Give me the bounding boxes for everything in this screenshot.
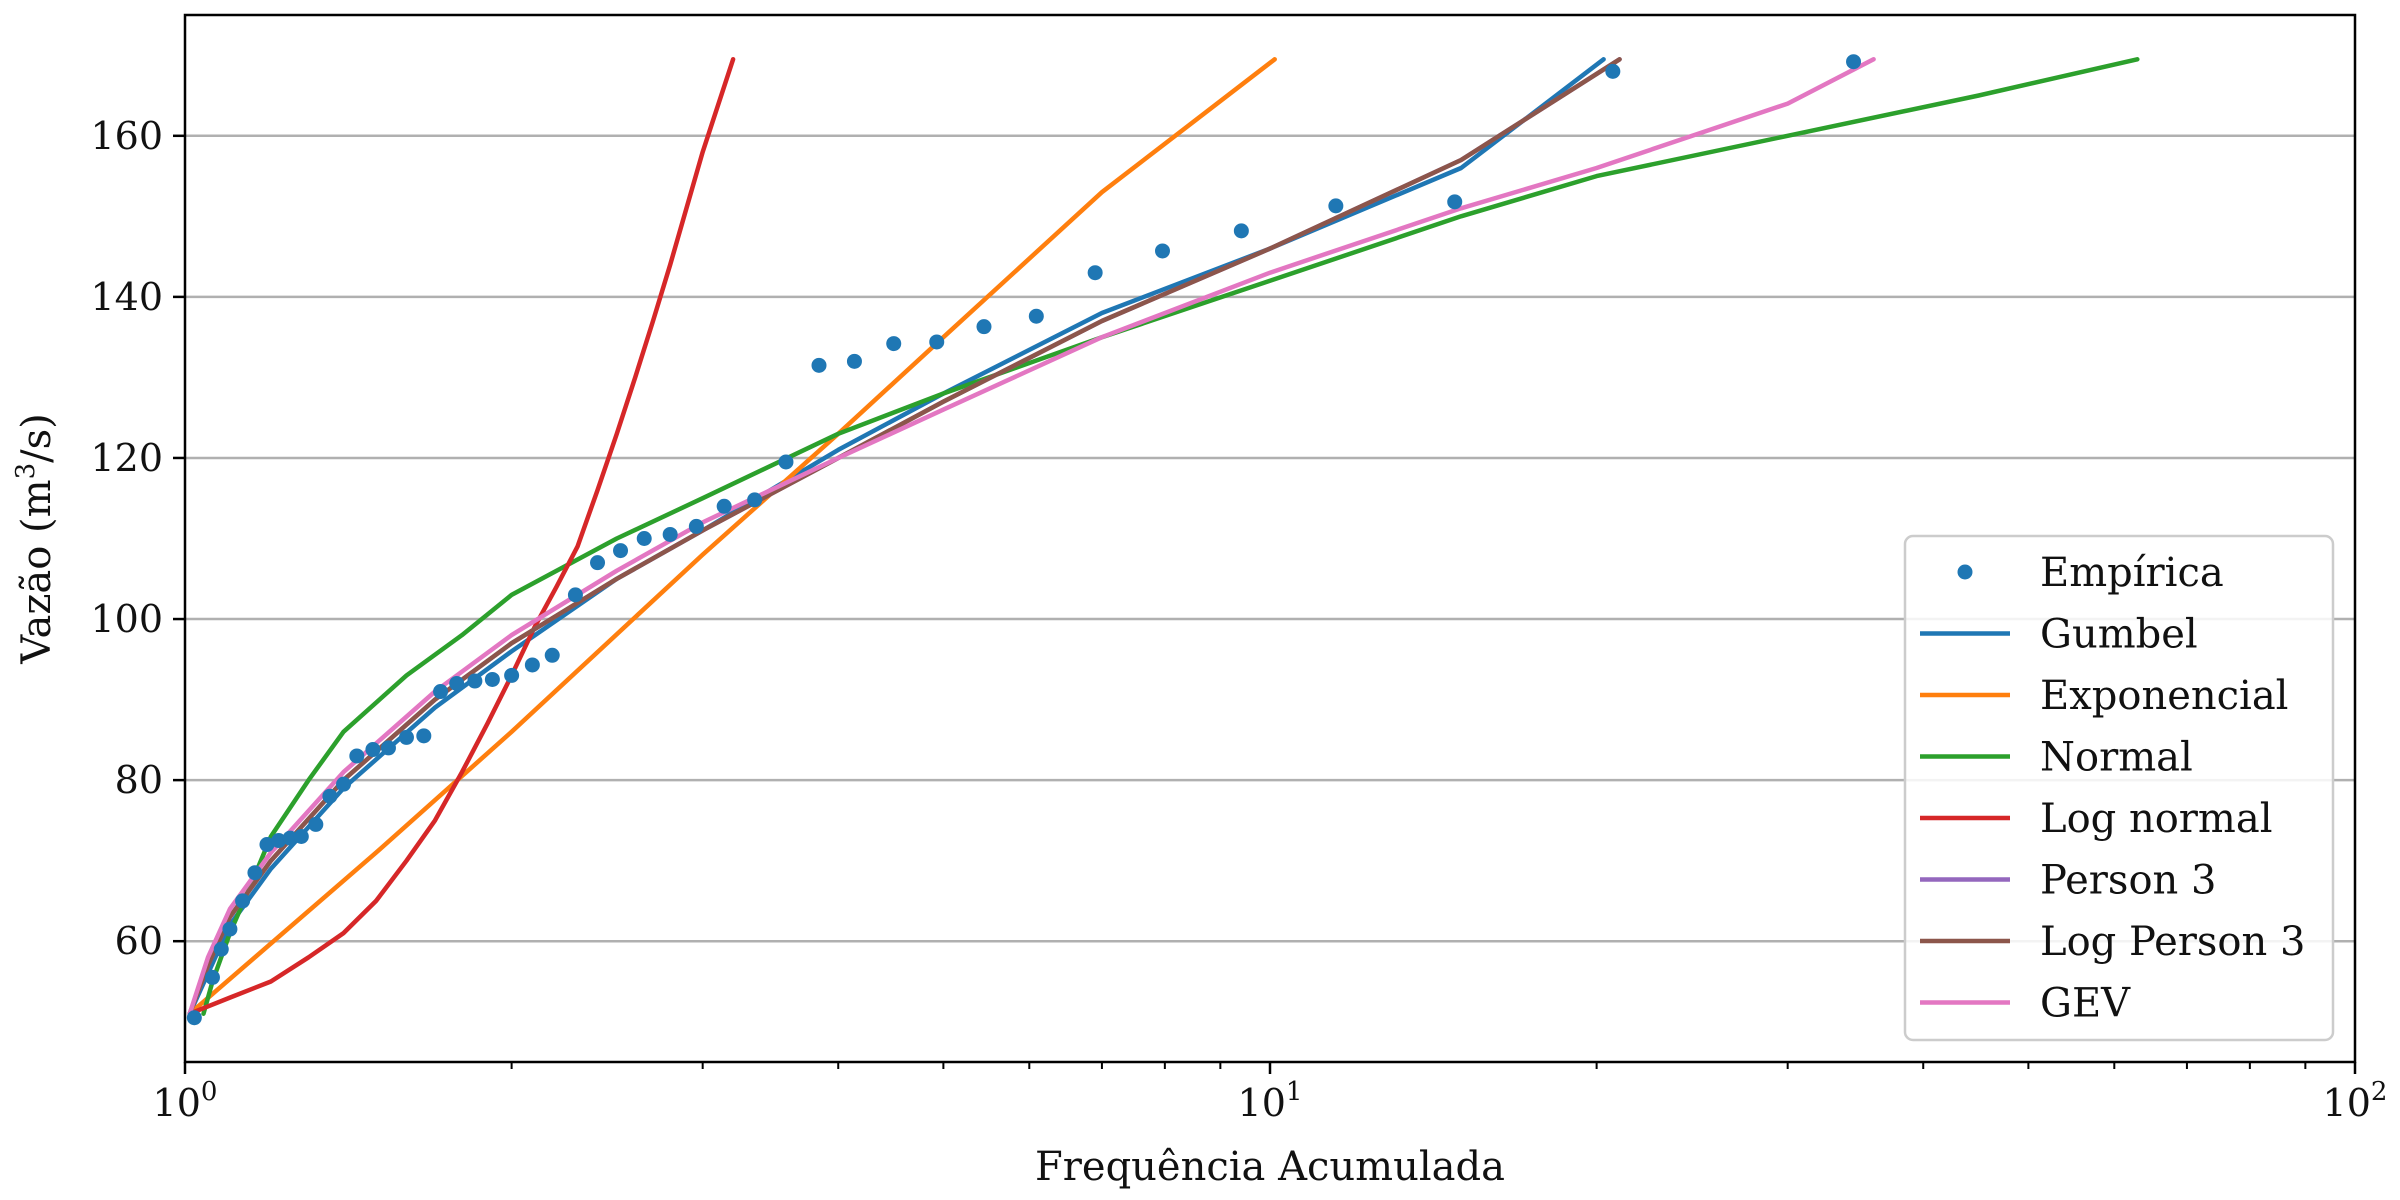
x-tick-base: 10 — [2323, 1081, 2371, 1125]
x-axis-label: Frequência Acumulada — [1035, 1144, 1505, 1190]
series-line-log-person-3 — [187, 57, 1622, 1016]
empirica-point — [567, 587, 583, 603]
legend-label: Gumbel — [2040, 612, 2198, 658]
empirica-point — [213, 941, 229, 957]
empirica-point — [433, 684, 449, 700]
empirica-point — [1028, 308, 1044, 324]
plot-area — [187, 57, 2140, 1016]
series-line-person-3 — [187, 57, 1622, 1016]
y-axis-ticks: 60 80 100 120 140 160 — [90, 114, 185, 963]
series-line-gev — [187, 57, 1876, 1016]
legend-label: Empírica — [2040, 550, 2224, 596]
empirica-point — [524, 657, 540, 673]
x-tick-label: 100 — [153, 1077, 218, 1125]
x-tick-exponent: 1 — [1286, 1077, 1303, 1107]
empirica-point — [467, 673, 483, 689]
empirica-point — [398, 729, 414, 745]
x-tick-base: 10 — [153, 1081, 201, 1125]
empirica-point — [235, 893, 251, 909]
y-tick-label: 120 — [90, 436, 163, 480]
x-tick-exponent: 0 — [201, 1077, 218, 1107]
empirica-point — [976, 319, 992, 335]
empirica-point — [204, 969, 220, 985]
legend: Empírica Gumbel Exponencial Normal Log norma… — [1903, 534, 2335, 1042]
empirica-point — [484, 671, 500, 687]
empirica-point — [1447, 194, 1463, 210]
empirica-point — [336, 776, 352, 792]
x-tick-base: 10 — [1238, 1081, 1286, 1125]
empirica-point — [293, 828, 309, 844]
x-axis-ticks: 100 101 102 — [153, 1062, 2388, 1125]
legend-label: GEV — [2040, 981, 2131, 1027]
empirica-point — [416, 728, 432, 744]
series-line-exponencial — [187, 57, 1277, 1016]
empirica-point — [1233, 223, 1249, 239]
y-tick-label: 160 — [90, 114, 163, 158]
empirica-point — [747, 492, 763, 508]
empirica-point — [349, 748, 365, 764]
empirica-point — [636, 531, 652, 546]
y-tick-label: 100 — [90, 597, 163, 641]
empirica-point — [222, 921, 238, 937]
empirica-point — [886, 336, 902, 352]
legend-box — [1903, 534, 2335, 1042]
empirica-point — [544, 647, 560, 663]
y-tick-label: 80 — [115, 758, 163, 802]
legend-label: Normal — [2040, 735, 2193, 781]
empirica-point — [778, 454, 794, 470]
empirica-point — [380, 740, 396, 756]
empirica-point — [811, 357, 827, 373]
legend-label: Log Person 3 — [2040, 919, 2305, 965]
empirica-point — [271, 833, 287, 849]
y-axis-label: Vazão (m3/s) — [11, 413, 60, 664]
empirica-point — [449, 675, 465, 691]
empirica-point — [590, 555, 606, 571]
empirica-point — [846, 353, 862, 369]
legend-label: Exponencial — [2040, 673, 2288, 719]
empirica-point — [247, 865, 263, 881]
empirica-scatter — [186, 54, 1862, 1026]
empirica-point — [1328, 198, 1344, 214]
empirica-point — [322, 788, 338, 804]
y-axis-label-tail: /s) — [14, 413, 60, 463]
empirica-point — [688, 518, 704, 534]
x-tick-label: 101 — [1238, 1077, 1303, 1125]
y-tick-label: 140 — [90, 275, 163, 319]
empirica-point — [1846, 54, 1862, 70]
empirica-point — [929, 334, 945, 350]
empirica-point — [282, 830, 298, 846]
empirica-point — [504, 667, 520, 683]
empirica-point — [259, 837, 275, 853]
empirica-point — [1605, 63, 1621, 79]
empirica-point — [1087, 265, 1103, 281]
empirica-point — [1154, 243, 1170, 259]
y-axis-label-base: Vazão (m — [14, 479, 60, 664]
y-tick-label: 60 — [115, 919, 163, 963]
x-tick-label: 102 — [2323, 1077, 2388, 1125]
series-line-normal — [201, 57, 2140, 1016]
legend-marker-dot — [1957, 564, 1973, 580]
y-axis-label-sup: 3 — [11, 463, 41, 480]
empirica-point — [365, 742, 381, 758]
empirica-point — [716, 498, 732, 514]
empirica-point — [613, 543, 629, 559]
empirica-point — [308, 816, 324, 832]
empirica-point — [662, 526, 678, 542]
empirica-point — [186, 1010, 202, 1026]
legend-label: Log normal — [2040, 796, 2273, 842]
legend-label: Person 3 — [2040, 858, 2216, 904]
x-tick-exponent: 2 — [2371, 1077, 2388, 1107]
